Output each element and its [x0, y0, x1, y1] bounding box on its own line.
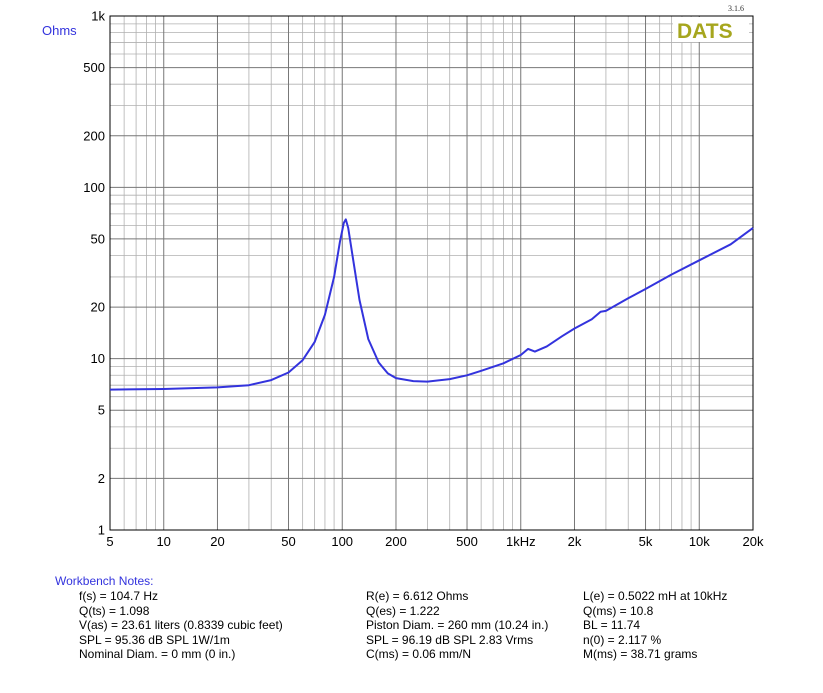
y-tick-label: 500 [83, 60, 105, 75]
y-tick-label: 20 [91, 300, 105, 315]
x-tick-label: 20k [743, 534, 764, 549]
y-tick-label: 200 [83, 128, 105, 143]
notes-column-3: L(e) = 0.5022 mH at 10kHz Q(ms) = 10.8 B… [583, 589, 727, 662]
y-tick-label: 2 [98, 471, 105, 486]
x-tick-label: 20 [210, 534, 224, 549]
note-cms: C(ms) = 0.06 mm/N [366, 647, 472, 661]
y-tick-label: 5 [98, 403, 105, 418]
note-fs: f(s) = 104.7 Hz [79, 589, 159, 603]
version-label: 3.1.6 [728, 4, 744, 13]
y-tick-label: 50 [91, 231, 105, 246]
x-tick-label: 100 [331, 534, 353, 549]
y-axis-label: Ohms [42, 23, 77, 38]
note-mms: M(ms) = 38.71 grams [583, 647, 698, 661]
major-grid [109, 15, 754, 531]
y-tick-labels: 1 2 5 10 20 50 100 200 500 1k [83, 9, 105, 538]
notes-column-2: R(e) = 6.612 Ohms Q(es) = 1.222 Piston D… [366, 589, 548, 662]
note-n0: n(0) = 2.117 % [583, 632, 662, 647]
note-qts: Q(ts) = 1.098 [79, 603, 150, 618]
x-tick-label: 2k [568, 534, 582, 549]
logo-text: DATS [677, 20, 733, 43]
note-vas: V(as) = 23.61 liters (0.8339 cubic feet) [79, 618, 283, 632]
note-nominal-diam: Nominal Diam. = 0 mm (0 in.) [79, 647, 236, 661]
x-tick-labels: 5 10 20 50 100 200 500 1kHz 2k 5k 10k 20k [106, 534, 764, 549]
note-spl-1w: SPL = 95.36 dB SPL 1W/1m [79, 632, 230, 647]
plot-border [109, 15, 754, 531]
y-tick-label: 10 [91, 351, 105, 366]
note-qes: Q(es) = 1.222 [366, 603, 440, 618]
note-le: L(e) = 0.5022 mH at 10kHz [583, 589, 728, 603]
y-tick-label: 1 [98, 523, 105, 538]
minor-grid [110, 16, 753, 530]
note-re: R(e) = 6.612 Ohms [366, 589, 469, 603]
x-tick-label: 5 [106, 534, 113, 549]
y-tick-label: 1k [91, 9, 105, 24]
notes-column-1: f(s) = 104.7 Hz Q(ts) = 1.098 V(as) = 23… [79, 589, 283, 662]
workbench-notes-title: Workbench Notes: [55, 574, 154, 588]
x-tick-label: 500 [456, 534, 478, 549]
x-tick-label: 1kHz [506, 534, 536, 549]
x-tick-label: 50 [281, 534, 295, 549]
note-bl: BL = 11.74 [583, 618, 641, 632]
impedance-curve [109, 218, 754, 391]
x-tick-label: 10k [689, 534, 710, 549]
dats-logo: DATS [673, 17, 749, 43]
note-spl-283: SPL = 96.19 dB SPL 2.83 Vrms [366, 632, 534, 647]
impedance-chart: 5 10 20 50 100 200 500 1kHz 2k 5k 10k 20k 1 2 5 10 20 50… [83, 9, 764, 550]
x-tick-label: 200 [385, 534, 407, 549]
x-tick-label: 5k [639, 534, 653, 549]
x-tick-label: 10 [156, 534, 170, 549]
y-tick-label: 100 [83, 180, 105, 195]
note-qms: Q(ms) = 10.8 [583, 603, 654, 618]
note-piston-diam: Piston Diam. = 260 mm (10.24 in.) [366, 618, 549, 632]
